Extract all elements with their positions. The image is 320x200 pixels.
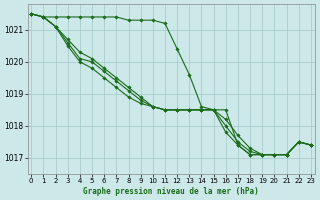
X-axis label: Graphe pression niveau de la mer (hPa): Graphe pression niveau de la mer (hPa)	[83, 187, 259, 196]
